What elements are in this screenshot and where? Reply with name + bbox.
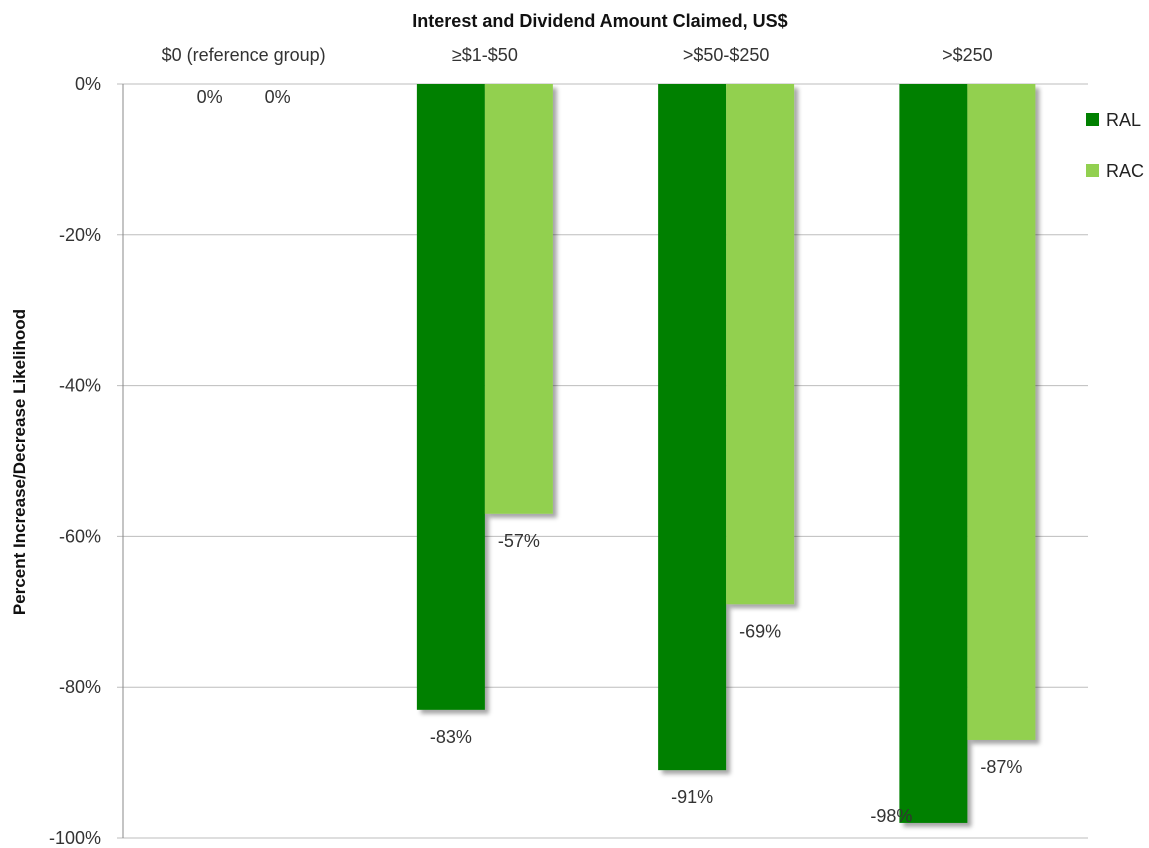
data-labels: 0% 0% -83% -57% -91% -69% -98% -87% [197, 87, 1023, 826]
bar-rac [967, 84, 1036, 740]
y-tick-label: -80% [59, 677, 101, 697]
data-label: 0% [197, 87, 223, 107]
legend-label-ral: RAL [1106, 110, 1141, 130]
bar-ral [416, 84, 485, 710]
bars [416, 84, 1036, 823]
data-label: -87% [980, 757, 1022, 777]
y-tick-label: -60% [59, 526, 101, 546]
bar-rac [484, 84, 553, 514]
y-tick-label: 0% [75, 74, 101, 94]
category-label: $0 (reference group) [162, 45, 326, 65]
y-tick-label: -20% [59, 225, 101, 245]
legend-swatch-ral [1086, 113, 1099, 126]
category-labels: $0 (reference group) ≥$1-$50 >$50-$250 >$25… [162, 45, 993, 65]
legend-swatch-rac [1086, 164, 1099, 177]
data-label: -57% [498, 531, 540, 551]
category-label: >$250 [942, 45, 993, 65]
bar-ral [658, 84, 727, 771]
category-label: ≥$1-$50 [452, 45, 518, 65]
data-label: -91% [671, 787, 713, 807]
bar-rac [726, 84, 795, 605]
legend: RAL RAC [1086, 110, 1144, 181]
bar-ral [899, 84, 968, 823]
data-label: -98% [870, 806, 912, 826]
y-tick-label: -100% [49, 828, 101, 848]
category-label: >$50-$250 [683, 45, 770, 65]
chart-title: Interest and Dividend Amount Claimed, US… [412, 11, 787, 31]
data-label: -69% [739, 621, 781, 641]
data-label: 0% [265, 87, 291, 107]
data-label: -83% [430, 727, 472, 747]
y-tick-label: -40% [59, 376, 101, 396]
y-axis-label: Percent Increase/Decrease Likelihood [10, 309, 29, 615]
legend-label-rac: RAC [1106, 161, 1144, 181]
y-tick-labels: 0% -20% -40% -60% -80% -100% [49, 74, 101, 848]
